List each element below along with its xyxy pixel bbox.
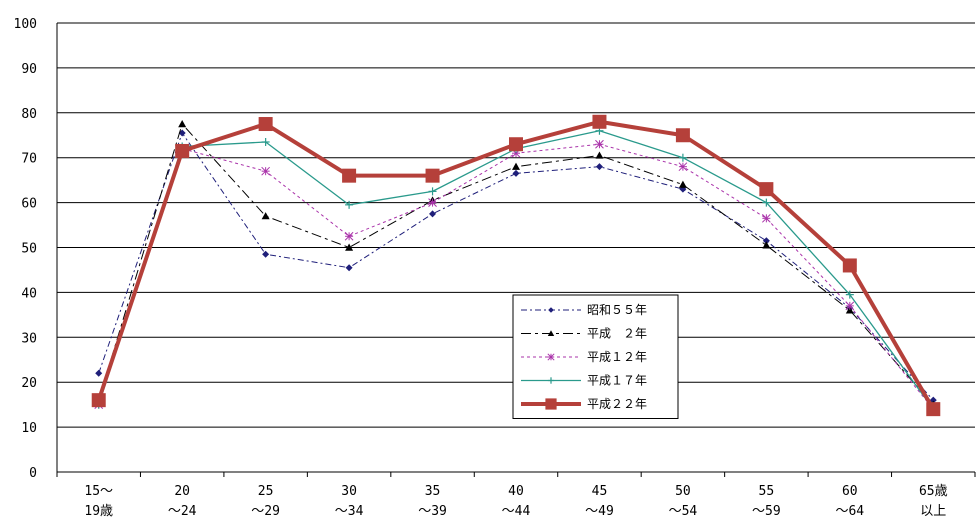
data-point	[675, 128, 690, 143]
x-tick-label: ～49	[585, 504, 614, 519]
data-point	[547, 377, 555, 384]
legend-item: 平成１７年	[521, 374, 647, 388]
legend-item: 平成１２年	[521, 350, 647, 364]
y-tick-label: 70	[21, 152, 37, 167]
legend-item: 昭和５５年	[521, 303, 647, 317]
x-tick-label: 20	[174, 484, 190, 499]
y-tick-label: 80	[21, 107, 37, 122]
data-point	[178, 120, 187, 128]
data-point	[345, 200, 354, 209]
x-tick-label: ～59	[752, 504, 781, 519]
data-point	[512, 162, 520, 170]
data-point	[548, 307, 554, 313]
gridlines	[57, 22, 975, 428]
data-point	[845, 301, 855, 311]
data-point	[678, 153, 687, 162]
data-point	[759, 182, 774, 197]
legend-label: 平成 ２年	[587, 327, 647, 341]
data-point	[595, 151, 604, 159]
data-point	[342, 168, 357, 183]
x-tick-label: ～29	[251, 504, 280, 519]
data-point	[845, 290, 854, 299]
data-point	[762, 213, 771, 223]
data-point	[428, 187, 437, 196]
legend-label: 平成１７年	[587, 374, 647, 388]
series-line	[98, 132, 934, 401]
x-tick-label: 25	[258, 484, 274, 499]
data-point	[678, 162, 688, 172]
data-point	[261, 137, 270, 146]
data-point	[762, 237, 770, 245]
data-point	[425, 168, 440, 183]
series-lines	[91, 114, 941, 417]
data-point	[842, 258, 857, 273]
data-point	[678, 180, 687, 188]
series-2	[94, 120, 938, 408]
y-tick-label: 20	[21, 376, 37, 391]
x-tick-label: ～54	[669, 504, 698, 519]
data-point	[258, 117, 273, 132]
x-tick-label: 60	[842, 484, 858, 499]
x-tick-label: 40	[508, 484, 524, 499]
x-tick-label: 15～	[84, 484, 113, 499]
y-tick-label: 30	[21, 331, 37, 346]
data-point	[929, 396, 937, 404]
data-point	[91, 393, 106, 408]
data-point	[344, 231, 354, 241]
y-tick-label: 40	[21, 286, 37, 301]
y-tick-label: 90	[21, 62, 37, 77]
data-point	[762, 198, 771, 207]
data-point	[595, 163, 603, 171]
data-point	[428, 198, 437, 207]
y-tick-label: 0	[29, 466, 37, 481]
data-point	[547, 330, 555, 337]
x-tick-label: 35	[425, 484, 441, 499]
data-point	[261, 166, 270, 176]
x-tick-label: 19歳	[84, 504, 113, 519]
x-tick-label: 以上	[920, 504, 946, 519]
x-tick-label: ～39	[418, 504, 447, 519]
data-point	[509, 137, 523, 152]
data-point	[262, 250, 270, 258]
data-point	[345, 264, 353, 272]
x-tick-label: 30	[341, 484, 357, 499]
x-tick-label: ～34	[335, 504, 364, 519]
x-tick-label: ～64	[835, 504, 864, 519]
x-tick-label: 55	[759, 484, 775, 499]
x-tick-label: 65歳	[919, 484, 948, 499]
y-tick-label: 10	[21, 421, 37, 436]
data-point	[592, 114, 607, 129]
data-point	[762, 241, 771, 249]
x-tick-label: 50	[675, 484, 691, 499]
data-point	[512, 169, 520, 177]
legend-label: 平成２２年	[587, 397, 647, 411]
x-tick-label: ～24	[168, 504, 197, 519]
legend-label: 昭和５５年	[587, 303, 647, 317]
data-point	[261, 212, 270, 220]
data-point	[595, 139, 604, 149]
x-tick-label: ～44	[502, 504, 531, 519]
y-tick-label: 60	[21, 197, 37, 212]
data-point	[545, 398, 557, 410]
data-point	[429, 210, 437, 218]
y-tick-label: 100	[14, 17, 37, 32]
data-point	[175, 143, 190, 158]
axes: 0 10 20 30 40 50 60 70 80 90 100 15～ 19歳 20 ～24 25 ～29 30…	[14, 17, 976, 519]
data-point	[345, 243, 354, 251]
x-tick-label: 45	[592, 484, 608, 499]
legend-item: 平成２２年	[521, 397, 647, 411]
data-point	[547, 353, 555, 361]
y-tick-label: 50	[21, 242, 37, 257]
data-point	[95, 369, 103, 377]
data-point	[926, 402, 941, 417]
legend-item: 平成 ２年	[521, 327, 647, 341]
data-point	[845, 306, 854, 314]
legend-label: 平成１２年	[587, 350, 647, 364]
series-5	[91, 114, 941, 417]
